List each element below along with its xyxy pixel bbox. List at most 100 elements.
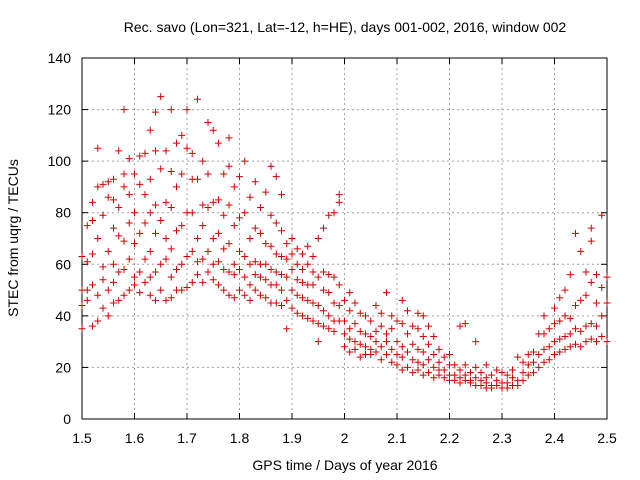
data-point-marker xyxy=(351,338,359,346)
data-point-marker xyxy=(524,351,532,359)
data-point-marker xyxy=(99,263,107,271)
data-point-marker xyxy=(152,296,159,304)
data-point-marker xyxy=(299,312,306,320)
data-point-marker xyxy=(577,343,585,351)
data-point-marker xyxy=(456,374,464,382)
data-point-marker xyxy=(78,253,86,261)
data-point-marker xyxy=(131,170,138,178)
data-point-marker xyxy=(94,183,102,191)
x-axis-title: GPS time / Days of year 2016 xyxy=(252,457,437,473)
data-point-marker xyxy=(346,335,354,343)
data-point-marker xyxy=(215,229,222,237)
data-point-marker xyxy=(535,363,543,371)
data-point-marker xyxy=(141,191,149,199)
data-point-marker xyxy=(446,351,453,359)
data-point-marker xyxy=(419,312,427,320)
data-point-marker xyxy=(110,260,117,268)
data-point-marker xyxy=(115,232,123,240)
data-point-marker xyxy=(593,271,600,279)
data-point-marker xyxy=(241,273,249,281)
data-point-marker xyxy=(83,222,91,230)
data-point-marker xyxy=(99,180,107,188)
data-point-marker xyxy=(309,317,317,325)
data-point-marker xyxy=(362,343,369,351)
data-point-marker xyxy=(325,312,333,320)
data-point-marker xyxy=(383,289,390,297)
data-point-marker xyxy=(330,273,338,281)
data-point-marker xyxy=(304,296,312,304)
data-point-marker xyxy=(257,273,264,281)
data-point-marker xyxy=(146,273,154,281)
data-point-marker xyxy=(587,278,595,286)
data-point-marker xyxy=(425,322,432,330)
data-point-marker xyxy=(141,278,149,286)
data-point-marker xyxy=(351,320,359,328)
data-point-marker xyxy=(215,196,222,204)
data-point-marker xyxy=(288,304,296,312)
data-point-marker xyxy=(540,345,548,353)
x-tick-label: 2.2 xyxy=(440,430,460,446)
data-point-marker xyxy=(120,291,128,299)
data-point-marker xyxy=(414,345,422,353)
data-point-marker xyxy=(267,162,275,170)
data-point-marker xyxy=(146,291,154,299)
data-point-marker xyxy=(162,235,170,242)
data-point-marker xyxy=(120,183,128,191)
x-tick-label: 1.6 xyxy=(125,430,145,446)
data-point-marker xyxy=(110,278,117,286)
data-point-marker xyxy=(131,240,138,248)
data-point-marker xyxy=(278,253,285,261)
data-point-marker xyxy=(398,296,406,304)
data-point-marker xyxy=(209,198,217,206)
data-point-marker xyxy=(220,245,228,253)
data-point-marker xyxy=(125,191,133,199)
data-point-marker xyxy=(341,330,348,338)
data-point-marker xyxy=(372,327,380,335)
data-point-marker xyxy=(409,322,417,330)
data-point-marker xyxy=(503,371,511,379)
x-tick-label: 2.5 xyxy=(597,430,617,446)
data-point-marker xyxy=(467,376,474,384)
data-point-marker xyxy=(262,188,270,196)
data-point-marker xyxy=(120,170,128,178)
data-point-marker xyxy=(440,353,448,361)
data-point-marker xyxy=(435,345,443,353)
data-point-marker xyxy=(351,345,359,353)
data-point-marker xyxy=(419,332,427,340)
data-point-marker xyxy=(367,317,375,325)
data-point-marker xyxy=(272,219,280,227)
data-point-marker xyxy=(99,304,107,312)
x-tick-label: 2.4 xyxy=(545,430,565,446)
data-point-marker xyxy=(503,379,511,387)
data-point-marker xyxy=(367,345,375,353)
data-point-marker xyxy=(157,93,165,101)
data-point-marker xyxy=(83,296,91,304)
data-point-marker xyxy=(530,348,537,356)
data-point-marker xyxy=(304,260,312,268)
x-tick-label: 1.7 xyxy=(177,430,197,446)
data-point-marker xyxy=(251,271,259,279)
data-point-marker xyxy=(535,351,543,359)
data-point-marker xyxy=(278,302,285,310)
data-point-marker xyxy=(272,281,280,289)
data-point-marker xyxy=(236,247,243,255)
data-point-marker xyxy=(115,296,123,304)
y-tick-label: 60 xyxy=(55,256,71,272)
data-point-marker xyxy=(572,302,579,310)
data-point-marker xyxy=(262,276,270,284)
data-point-marker xyxy=(425,369,432,377)
data-point-marker xyxy=(477,376,485,384)
y-tick-label: 100 xyxy=(48,153,72,169)
data-point-marker xyxy=(545,343,553,351)
data-point-marker xyxy=(299,265,306,273)
data-point-marker xyxy=(388,345,396,353)
data-point-marker xyxy=(587,237,595,245)
data-point-marker xyxy=(220,211,228,219)
data-point-marker xyxy=(257,291,264,299)
data-point-marker xyxy=(509,366,516,374)
data-point-marker xyxy=(199,255,207,263)
data-point-marker xyxy=(225,162,233,170)
data-point-marker xyxy=(246,296,254,304)
data-point-marker xyxy=(309,253,317,261)
data-point-marker xyxy=(136,152,144,160)
